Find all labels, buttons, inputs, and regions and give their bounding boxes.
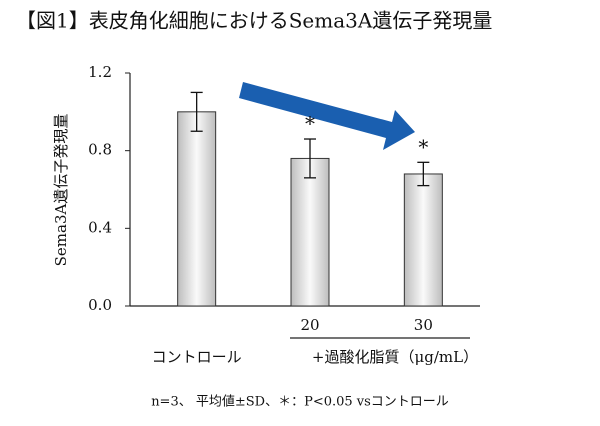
chart-title: 【図1】表皮角化細胞におけるSema3A遺伝子発現量: [16, 9, 492, 33]
x-tick-label: 30: [414, 316, 433, 334]
significance-mark: *: [418, 135, 428, 159]
bar: [290, 157, 330, 307]
y-tick-label: 0.8: [88, 141, 112, 159]
bar: [177, 111, 217, 307]
group-label: +過酸化脂質（μg/mL）: [312, 348, 478, 366]
x-tick-label: コントロール: [152, 348, 242, 366]
y-tick-label: 0.4: [88, 218, 112, 236]
y-axis-label: Sema3A遺伝子発現量: [52, 114, 70, 267]
y-tick-label: 1.2: [88, 63, 112, 81]
significance-mark: *: [305, 112, 315, 136]
footnote: n=3、 平均値±SD、＊：P<0.05 vsコントロール: [151, 394, 449, 410]
y-tick-label: 0.0: [88, 296, 112, 314]
x-tick-label: 20: [300, 316, 319, 334]
trend-arrow: [239, 82, 415, 150]
bar: [403, 173, 443, 307]
